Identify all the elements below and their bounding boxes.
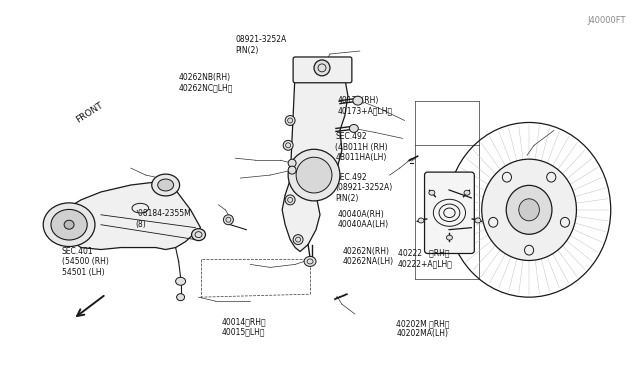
Ellipse shape — [51, 209, 87, 240]
Ellipse shape — [288, 166, 296, 174]
Text: 40262NB(RH)
40262NC〈LH〉: 40262NB(RH) 40262NC〈LH〉 — [179, 73, 233, 93]
Ellipse shape — [429, 190, 435, 195]
Text: ¹08184-2355M
(8): ¹08184-2355M (8) — [135, 209, 191, 229]
Ellipse shape — [177, 294, 184, 301]
Ellipse shape — [482, 159, 577, 260]
Ellipse shape — [285, 195, 295, 205]
Ellipse shape — [285, 116, 295, 125]
Text: 40222   〈RH〉
40222+A〈LH〉: 40222 〈RH〉 40222+A〈LH〉 — [397, 249, 452, 268]
Text: 08921-3252A
PIN(2): 08921-3252A PIN(2) — [236, 35, 287, 55]
Polygon shape — [282, 63, 348, 251]
Ellipse shape — [293, 235, 303, 244]
Ellipse shape — [506, 185, 552, 234]
Ellipse shape — [191, 229, 205, 241]
Ellipse shape — [314, 60, 330, 76]
Ellipse shape — [304, 256, 316, 266]
Ellipse shape — [175, 277, 186, 285]
Ellipse shape — [519, 199, 540, 221]
FancyBboxPatch shape — [293, 57, 352, 83]
Ellipse shape — [288, 159, 296, 167]
Ellipse shape — [283, 140, 293, 150]
Text: 40040A(RH)
40040AA(LH): 40040A(RH) 40040AA(LH) — [337, 210, 388, 230]
Text: SEC.492
(08921-3252A)
PIN(2): SEC.492 (08921-3252A) PIN(2) — [335, 173, 392, 203]
Ellipse shape — [152, 174, 180, 196]
Ellipse shape — [475, 218, 481, 223]
Polygon shape — [56, 182, 200, 250]
Text: 40173(RH)
40173+A〈LH〉: 40173(RH) 40173+A〈LH〉 — [337, 96, 392, 115]
Ellipse shape — [418, 218, 424, 223]
Ellipse shape — [349, 125, 358, 132]
Text: 40207   (RH)
40207+A〈LH〉: 40207 (RH) 40207+A〈LH〉 — [511, 214, 566, 233]
Text: SEC.401
(54500 (RH)
54501 (LH): SEC.401 (54500 (RH) 54501 (LH) — [62, 247, 109, 277]
Text: 40202M 〈RH〉
40202MA(LH): 40202M 〈RH〉 40202MA(LH) — [396, 319, 450, 338]
Ellipse shape — [464, 190, 470, 195]
FancyBboxPatch shape — [424, 172, 474, 253]
Text: SEC.492
(4B011H (RH)
4B011HA(LH): SEC.492 (4B011H (RH) 4B011HA(LH) — [335, 132, 388, 162]
Text: J40000FT: J40000FT — [588, 16, 626, 25]
Ellipse shape — [223, 215, 234, 225]
Ellipse shape — [296, 157, 332, 193]
Text: FRONT: FRONT — [75, 100, 105, 125]
Ellipse shape — [64, 220, 74, 229]
Ellipse shape — [288, 149, 340, 201]
Text: 40262N(RH)
40262NA(LH): 40262N(RH) 40262NA(LH) — [342, 247, 394, 266]
Ellipse shape — [353, 96, 363, 105]
Ellipse shape — [157, 179, 173, 191]
Ellipse shape — [44, 203, 95, 247]
Ellipse shape — [447, 235, 452, 240]
Text: 40014〈RH〉
40015〈LH〉: 40014〈RH〉 40015〈LH〉 — [221, 317, 266, 336]
